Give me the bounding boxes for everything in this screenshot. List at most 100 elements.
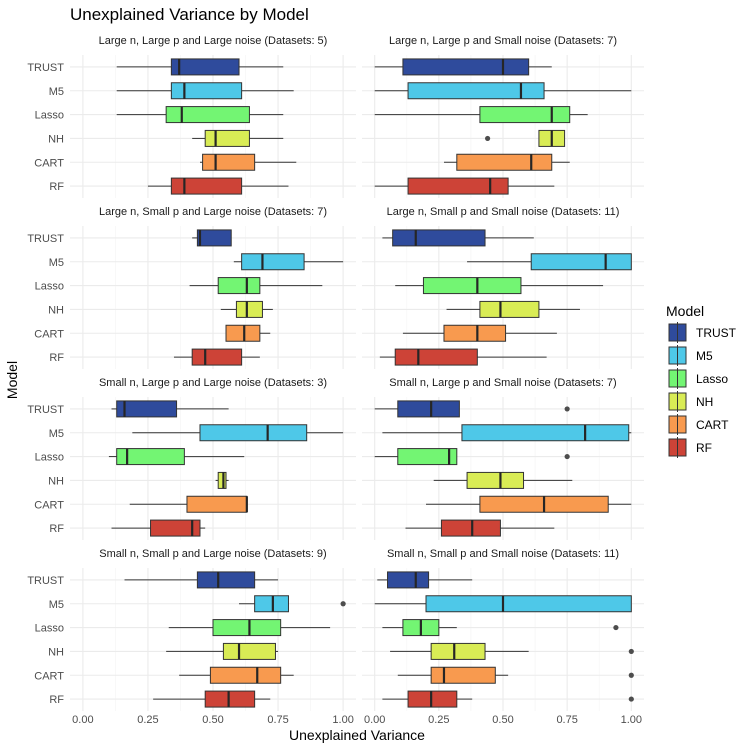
box-lasso (374, 448, 570, 466)
box-rf (405, 519, 555, 537)
box-iqr (530, 253, 632, 271)
box-nh (446, 300, 580, 318)
legend-label: Lasso (696, 372, 728, 386)
facet-title: Small n, Small p and Large noise (Datase… (99, 548, 326, 560)
outlier-point (340, 601, 346, 607)
facet-small-n-small-p-and-large-noise-datasets-9: Small n, Small p and Large noise (Datase… (27, 548, 356, 726)
chart-title: Unexplained Variance by Model (70, 5, 309, 24)
x-tick-label: 0.75 (267, 714, 288, 726)
facet-title: Large n, Small p and Small noise (Datase… (387, 206, 620, 218)
box-rf (382, 690, 634, 708)
box-iqr (202, 153, 256, 171)
outlier-point (485, 135, 491, 142)
box-lasso (108, 448, 245, 466)
y-tick-label: RF (49, 523, 64, 535)
y-tick-label: NH (48, 646, 64, 658)
box-iqr (196, 229, 232, 247)
box-lasso (374, 106, 588, 124)
x-tick-label: 0.50 (492, 714, 513, 726)
box-trust (116, 58, 284, 76)
box-iqr (394, 348, 478, 366)
legend-item-nh: NH (668, 391, 713, 412)
box-nh (220, 300, 273, 318)
box-iqr (222, 642, 276, 660)
box-iqr (170, 58, 240, 76)
facet-small-n-small-p-and-small-noise-datasets-11: Small n, Small p and Small noise (Datase… (362, 548, 644, 726)
box-rf (173, 348, 260, 366)
y-tick-label: RF (49, 352, 64, 364)
box-rf (374, 177, 555, 195)
box-trust (377, 571, 473, 589)
box-m5 (374, 595, 632, 613)
box-iqr (397, 400, 460, 418)
box-iqr (254, 595, 289, 613)
box-nh (433, 471, 573, 489)
y-axis-label: Model (4, 361, 20, 399)
outlier-point (628, 672, 634, 678)
box-iqr (402, 58, 530, 76)
box-iqr (204, 690, 256, 708)
outlier-point (613, 624, 619, 631)
box-iqr (407, 82, 545, 100)
y-tick-label: Lasso (35, 452, 64, 464)
box-iqr (212, 619, 282, 637)
box-iqr (425, 595, 632, 613)
box-trust (111, 400, 229, 418)
box-m5 (374, 82, 632, 100)
box-iqr (235, 300, 263, 318)
box-iqr (225, 324, 261, 342)
box-m5 (382, 424, 632, 442)
box-nh (390, 642, 634, 660)
y-tick-label: RF (49, 694, 64, 706)
box-iqr (407, 177, 509, 195)
box-iqr (241, 253, 305, 271)
legend-item-lasso: Lasso (668, 368, 728, 389)
box-iqr (466, 471, 525, 489)
facet-large-n-large-p-and-small-noise-datasets-7: Large n, Large p and Small noise (Datase… (362, 35, 644, 198)
facet-title: Large n, Small p and Large noise (Datase… (99, 206, 327, 218)
facet-title: Large n, Large p and Large noise (Datase… (99, 35, 328, 47)
legend: Model TRUST M5 Lasso NH CART RF (666, 303, 737, 458)
box-iqr (392, 229, 486, 247)
legend-item-rf: RF (668, 437, 712, 458)
x-tick-label: 0.50 (202, 714, 223, 726)
y-tick-label: Lasso (35, 281, 64, 293)
box-cart (397, 666, 634, 684)
box-lasso (382, 619, 619, 637)
y-tick-label: NH (48, 304, 64, 316)
x-tick-label: 0.25 (428, 714, 449, 726)
box-iqr (199, 424, 308, 442)
legend-label: RF (696, 441, 712, 455)
box-iqr (196, 571, 256, 589)
box-iqr (217, 471, 227, 489)
box-iqr (430, 642, 486, 660)
box-lasso (395, 277, 604, 295)
x-tick-label: 0.00 (72, 714, 93, 726)
facet-panels: Large n, Large p and Large noise (Datase… (27, 35, 644, 726)
box-m5 (467, 253, 632, 271)
legend-label: CART (696, 418, 729, 432)
y-tick-label: CART (34, 157, 64, 169)
y-tick-label: M5 (49, 428, 64, 440)
legend-label: NH (696, 395, 713, 409)
facet-title: Small n, Small p and Small noise (Datase… (387, 548, 619, 560)
box-iqr (204, 129, 250, 147)
y-tick-label: M5 (49, 86, 64, 98)
y-tick-label: Lasso (35, 110, 64, 122)
box-cart (199, 153, 297, 171)
facet-title: Small n, Large p and Large noise (Datase… (99, 377, 327, 389)
box-trust (382, 229, 534, 247)
box-cart (443, 153, 570, 171)
facet-large-n-large-p-and-large-noise-datasets-5: Large n, Large p and Large noise (Datase… (27, 35, 356, 198)
y-tick-label: TRUST (27, 233, 64, 245)
box-trust (374, 400, 570, 418)
box-trust (374, 58, 552, 76)
box-iqr (387, 571, 430, 589)
x-tick-label: 1.00 (621, 714, 642, 726)
box-lasso (189, 277, 323, 295)
facet-large-n-small-p-and-large-noise-datasets-7: Large n, Small p and Large noise (Datase… (27, 206, 356, 369)
facet-small-n-large-p-and-small-noise-datasets-7: Small n, Large p and Small noise (Datase… (362, 377, 644, 540)
outlier-point (564, 453, 570, 460)
legend-label: M5 (696, 349, 713, 363)
